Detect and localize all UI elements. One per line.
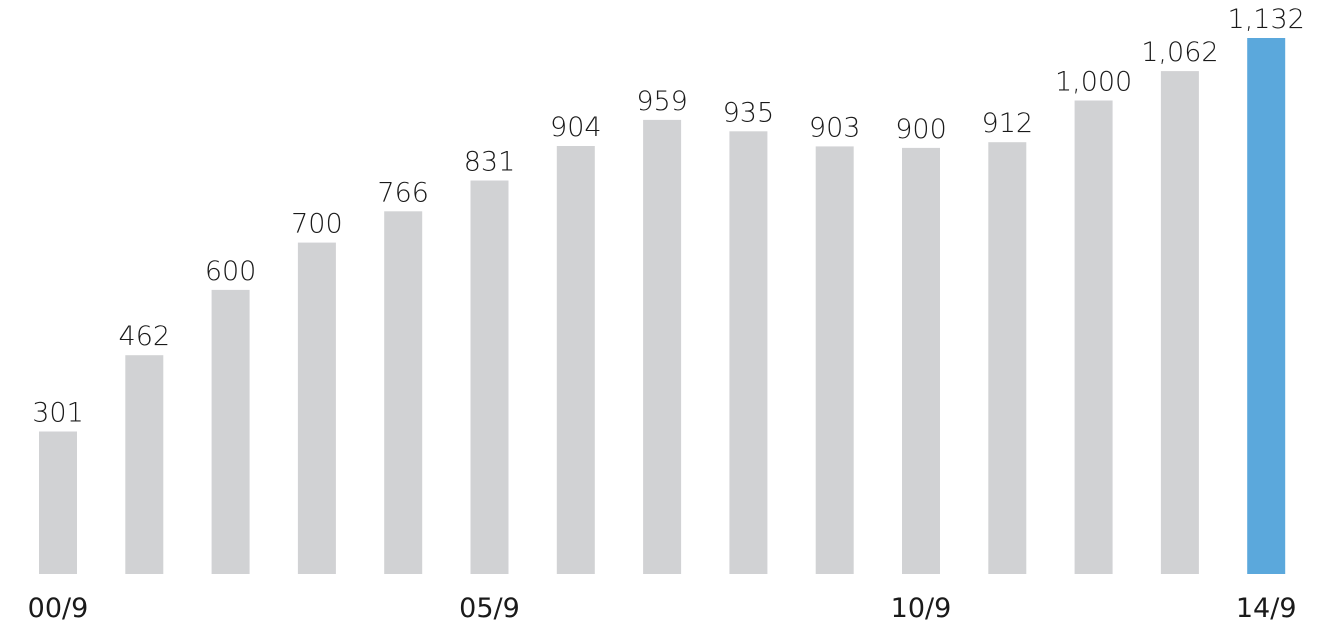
- bar-10-9: [902, 147, 940, 574]
- x-tick-label: 05/9: [459, 593, 520, 621]
- bar-04-9: [384, 211, 423, 575]
- bar-14-9: [1247, 38, 1286, 574]
- bar-value-label: 959: [636, 86, 688, 117]
- bar-value-label: 900: [895, 114, 947, 145]
- bar-value-label: 700: [291, 209, 343, 240]
- bar-value-label: 935: [723, 97, 775, 128]
- x-tick-label: 14/9: [1236, 593, 1297, 621]
- bar-value-label: 301: [32, 398, 84, 429]
- bar-08-9: [729, 131, 768, 575]
- bar-12-9: [1074, 100, 1113, 574]
- bar-01-9: [125, 355, 164, 574]
- bar-value-label: 462: [119, 321, 171, 352]
- x-tick-label: 00/9: [28, 593, 89, 621]
- bar-05-9: [470, 180, 509, 574]
- bar-07-9: [643, 119, 682, 575]
- bar-value-label: 831: [464, 147, 516, 178]
- bar-02-9: [211, 289, 250, 574]
- bar-value-label: 600: [205, 256, 257, 287]
- bars-layer: [39, 38, 1286, 575]
- bar-value-label: 1,062: [1141, 37, 1218, 68]
- value-labels-layer: 301 462 600 700 766 831 904 959 935 903 900 912 1,00…: [32, 4, 1305, 429]
- bar-06-9: [556, 146, 595, 574]
- x-tick-label: 10/9: [891, 593, 952, 621]
- x-tick-labels-layer: 00/9 05/9 10/9 14/9: [28, 593, 1297, 621]
- bar-value-label: 903: [809, 112, 861, 143]
- bar-11-9: [988, 142, 1027, 574]
- bar-value-label: 904: [550, 112, 602, 143]
- bar-03-9: [297, 242, 336, 574]
- bar-value-label: 912: [982, 108, 1034, 139]
- bar-13-9: [1160, 71, 1199, 574]
- bar-00-9: [39, 431, 77, 574]
- bar-value-label: 1,000: [1055, 67, 1132, 98]
- bar-value-label: 1,132: [1228, 4, 1305, 35]
- bar-value-label: 766: [377, 177, 429, 208]
- bar-09-9: [815, 146, 854, 574]
